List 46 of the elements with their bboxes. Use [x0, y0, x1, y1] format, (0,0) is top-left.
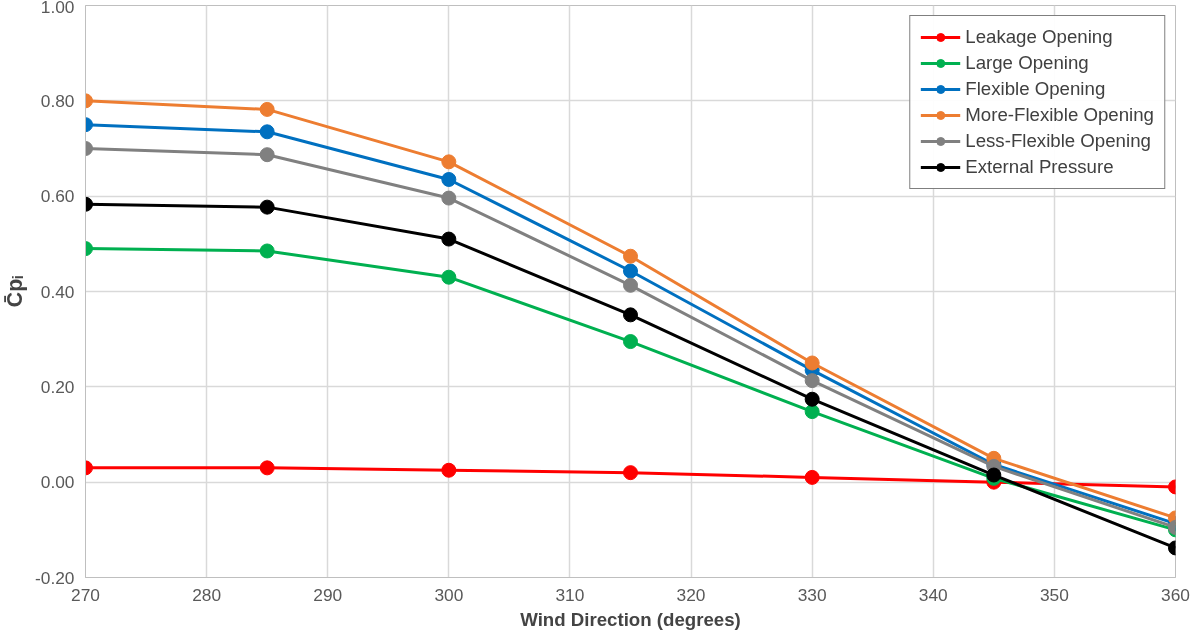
point [441, 172, 457, 187]
y-tick-label: 0.20 [40, 376, 75, 397]
point [804, 355, 820, 371]
legend-label: External Pressure [965, 156, 1114, 178]
x-tick-label: 290 [313, 584, 343, 605]
point [623, 334, 638, 350]
y-tick-label: 1.00 [40, 0, 75, 17]
point [441, 154, 457, 170]
x-tick-label: 350 [1039, 584, 1069, 605]
y-tick-label: 0.60 [40, 186, 75, 207]
point [804, 469, 820, 485]
x-tick-label: 280 [192, 584, 222, 605]
y-tick-label: 0.00 [40, 472, 75, 493]
point [623, 465, 638, 481]
y-tick-label: 0.40 [40, 281, 75, 302]
legend-label: Leakage Opening [965, 26, 1113, 48]
x-tick-label: 360 [1161, 584, 1190, 605]
point [259, 124, 275, 140]
point [804, 373, 820, 389]
y-tick-label: 0.80 [40, 90, 75, 111]
point [441, 269, 457, 285]
legend-label: Less-Flexible Opening [965, 130, 1151, 152]
y-axis-title: C̄pᵢ [3, 275, 27, 308]
point [804, 391, 820, 407]
point [804, 404, 820, 420]
x-tick-label: 320 [676, 584, 706, 605]
point [259, 101, 275, 117]
legend-label: Flexible Opening [965, 78, 1106, 100]
point [623, 277, 638, 293]
point [259, 147, 275, 163]
x-tick-label: 310 [555, 584, 585, 605]
x-tick-label: 300 [434, 584, 464, 605]
point [259, 460, 275, 476]
legend-label: More-Flexible Opening [965, 104, 1154, 126]
point [441, 462, 457, 478]
point [259, 199, 275, 215]
legend-label: Large Opening [965, 52, 1089, 74]
point [623, 248, 638, 264]
point [441, 190, 457, 206]
point [259, 243, 275, 259]
point [441, 231, 457, 247]
point [623, 307, 638, 323]
x-tick-label: 330 [797, 584, 827, 605]
x-tick-label: 340 [918, 584, 948, 605]
point [623, 263, 638, 279]
x-axis-title: Wind Direction (degrees) [520, 608, 741, 630]
